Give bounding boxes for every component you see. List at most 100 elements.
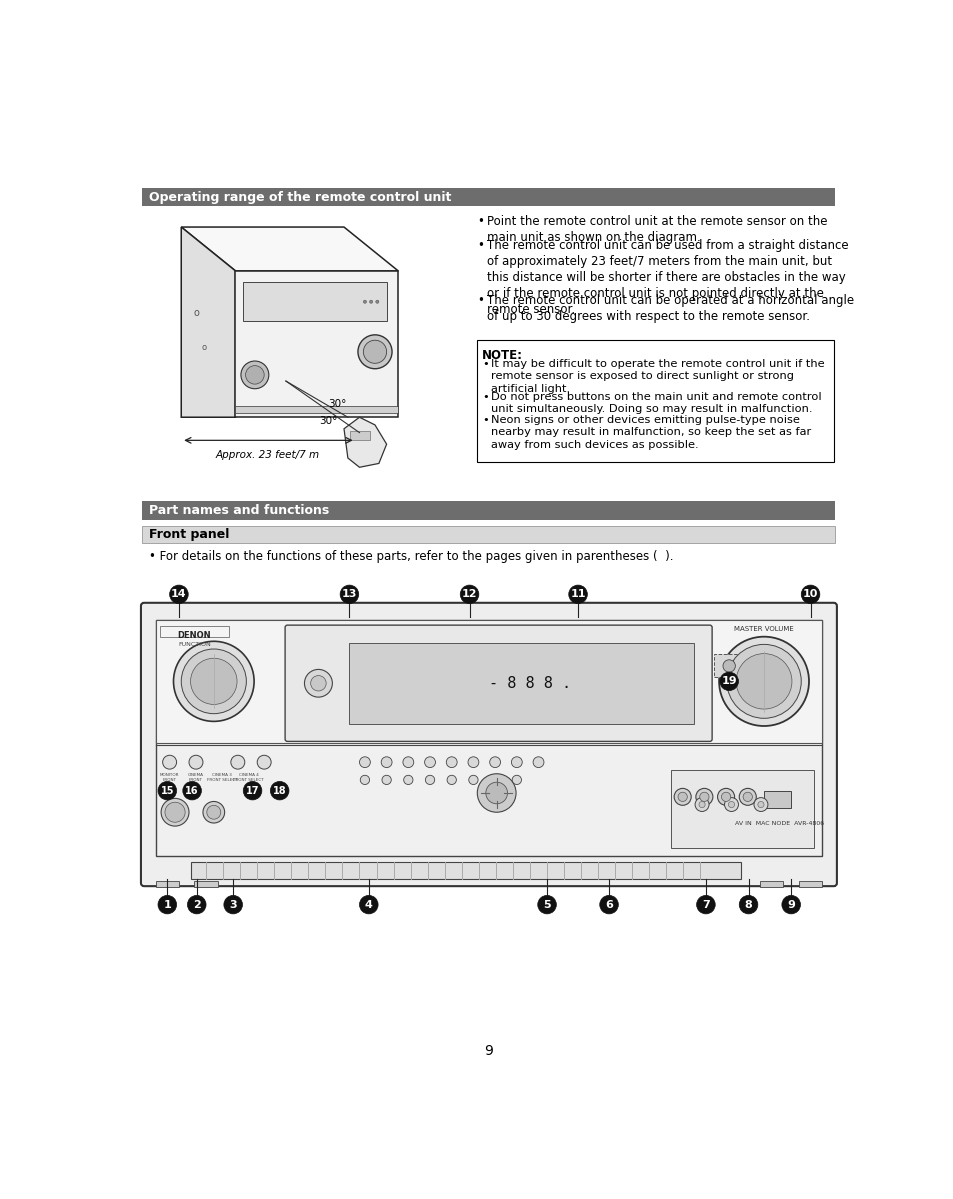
Circle shape xyxy=(311,675,326,691)
Text: 9: 9 xyxy=(484,1044,493,1058)
Text: •: • xyxy=(476,215,484,228)
Text: •: • xyxy=(481,359,488,369)
Text: •: • xyxy=(476,239,484,252)
Circle shape xyxy=(723,797,738,812)
Text: Do not press buttons on the main unit and remote control
unit simultaneously. Do: Do not press buttons on the main unit an… xyxy=(491,392,821,414)
Circle shape xyxy=(736,653,791,709)
Circle shape xyxy=(753,797,767,812)
Text: Point the remote control unit at the remote sensor on the
main unit as shown on : Point the remote control unit at the rem… xyxy=(486,215,826,243)
Circle shape xyxy=(459,585,478,603)
Circle shape xyxy=(270,782,289,800)
Circle shape xyxy=(696,896,715,914)
Circle shape xyxy=(568,585,587,603)
FancyBboxPatch shape xyxy=(141,603,836,886)
Circle shape xyxy=(695,789,712,806)
Circle shape xyxy=(191,658,236,705)
Circle shape xyxy=(739,896,757,914)
Circle shape xyxy=(161,799,189,826)
Circle shape xyxy=(165,802,185,823)
Circle shape xyxy=(726,644,801,718)
Text: MONITOR
FRONT: MONITOR FRONT xyxy=(160,773,179,782)
Text: Part names and functions: Part names and functions xyxy=(149,504,329,517)
Circle shape xyxy=(241,361,269,388)
Bar xyxy=(713,655,744,677)
Text: 4: 4 xyxy=(364,899,373,910)
Text: It may be difficult to operate the remote control unit if the
remote sensor is e: It may be difficult to operate the remot… xyxy=(491,359,824,393)
Bar xyxy=(191,862,740,879)
Text: • For details on the functions of these parts, refer to the pages given in paren: • For details on the functions of these … xyxy=(149,549,673,562)
Circle shape xyxy=(699,801,704,808)
Text: •: • xyxy=(481,392,488,402)
Circle shape xyxy=(357,335,392,369)
Circle shape xyxy=(304,669,332,697)
Circle shape xyxy=(224,896,242,914)
Circle shape xyxy=(173,641,253,722)
Circle shape xyxy=(490,776,499,784)
Circle shape xyxy=(699,793,708,801)
Text: •: • xyxy=(481,415,488,424)
Bar xyxy=(155,620,821,743)
Circle shape xyxy=(158,782,176,800)
Text: o: o xyxy=(202,343,207,353)
Text: 7: 7 xyxy=(701,899,709,910)
Circle shape xyxy=(537,896,556,914)
Text: 1: 1 xyxy=(163,899,171,910)
Text: 6: 6 xyxy=(604,899,613,910)
Circle shape xyxy=(170,585,188,603)
Circle shape xyxy=(739,789,756,806)
Circle shape xyxy=(468,776,477,784)
Circle shape xyxy=(257,755,271,769)
Circle shape xyxy=(512,776,521,784)
Bar xyxy=(155,620,821,856)
Text: 30°: 30° xyxy=(319,416,337,426)
Circle shape xyxy=(340,585,358,603)
Bar xyxy=(159,626,229,637)
Bar xyxy=(194,881,217,887)
Text: Approx. 23 feet/7 m: Approx. 23 feet/7 m xyxy=(215,450,320,459)
FancyBboxPatch shape xyxy=(285,625,711,741)
Circle shape xyxy=(599,896,618,914)
Text: CINEMA 3
FRONT SELECT: CINEMA 3 FRONT SELECT xyxy=(207,773,237,782)
Circle shape xyxy=(207,806,220,819)
Text: NOTE:: NOTE: xyxy=(481,349,522,362)
Text: •: • xyxy=(476,294,484,307)
Circle shape xyxy=(728,801,734,808)
Circle shape xyxy=(363,300,366,303)
Circle shape xyxy=(489,757,500,767)
Text: DENON: DENON xyxy=(177,632,211,640)
Circle shape xyxy=(359,757,370,767)
Text: 9: 9 xyxy=(786,899,794,910)
Bar xyxy=(142,526,835,543)
Bar xyxy=(763,791,790,808)
Bar xyxy=(349,643,694,724)
Circle shape xyxy=(402,757,414,767)
Polygon shape xyxy=(181,227,235,417)
Circle shape xyxy=(678,793,686,801)
Circle shape xyxy=(674,789,691,806)
Circle shape xyxy=(381,776,391,784)
Polygon shape xyxy=(235,271,397,417)
Circle shape xyxy=(181,649,246,713)
Circle shape xyxy=(425,776,435,784)
Circle shape xyxy=(719,637,808,727)
Bar xyxy=(142,501,835,519)
Circle shape xyxy=(446,757,456,767)
Circle shape xyxy=(511,757,521,767)
Circle shape xyxy=(381,757,392,767)
Bar xyxy=(142,188,835,206)
Circle shape xyxy=(485,782,507,803)
Text: Operating range of the remote control unit: Operating range of the remote control un… xyxy=(149,191,451,204)
Circle shape xyxy=(363,341,386,363)
Text: 17: 17 xyxy=(246,785,259,796)
Circle shape xyxy=(468,757,478,767)
Circle shape xyxy=(424,757,435,767)
Circle shape xyxy=(757,801,763,808)
Circle shape xyxy=(203,801,224,823)
Circle shape xyxy=(183,782,201,800)
Circle shape xyxy=(243,782,261,800)
Bar xyxy=(476,341,833,462)
Circle shape xyxy=(720,793,730,801)
Text: o: o xyxy=(193,308,199,318)
Text: 15: 15 xyxy=(160,785,173,796)
Text: 16: 16 xyxy=(185,785,198,796)
